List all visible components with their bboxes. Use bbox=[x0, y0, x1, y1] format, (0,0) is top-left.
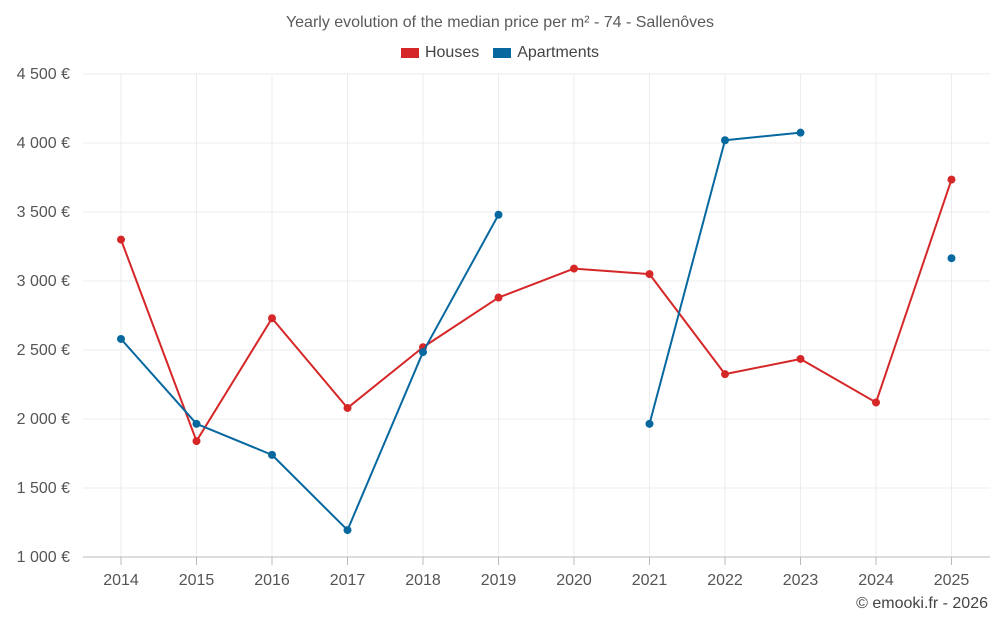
series-line-houses-0 bbox=[120, 179, 953, 443]
data-point-houses-2021[interactable] bbox=[645, 270, 654, 279]
legend-swatch-houses bbox=[400, 48, 419, 58]
x-tick-label-2017: 2017 bbox=[330, 572, 366, 589]
footer-credit: © emooki.fr - 2026 bbox=[856, 595, 988, 612]
data-point-apartments-2018[interactable] bbox=[419, 348, 427, 357]
data-point-apartments-2019[interactable] bbox=[494, 210, 503, 219]
x-tick-label-2021: 2021 bbox=[632, 572, 668, 589]
data-point-apartments-2017[interactable] bbox=[343, 526, 352, 535]
y-tick-label-1500: 1 500 € bbox=[17, 480, 70, 497]
y-tick-label-2500: 2 500 € bbox=[17, 342, 70, 359]
legend-swatch-apartments bbox=[493, 48, 512, 58]
data-point-houses-2023[interactable] bbox=[796, 354, 805, 363]
y-tick-label-3000: 3 000 € bbox=[17, 273, 70, 290]
chart-title: Yearly evolution of the median price per… bbox=[285, 14, 715, 31]
y-tick-label-1000: 1 000 € bbox=[17, 549, 70, 566]
y-tick-label-4000: 4 000 € bbox=[17, 135, 70, 152]
x-tick-label-2020: 2020 bbox=[556, 572, 592, 589]
legend: Houses Apartments bbox=[0, 44, 1000, 62]
y-tick-label-3500: 3 500 € bbox=[17, 204, 70, 221]
legend-label-houses: Houses bbox=[424, 44, 480, 61]
x-tick-label-2014: 2014 bbox=[103, 572, 139, 589]
x-tick-label-2015: 2015 bbox=[179, 572, 215, 589]
data-point-apartments-2016[interactable] bbox=[268, 450, 276, 459]
data-point-houses-2017[interactable] bbox=[343, 403, 352, 412]
data-point-houses-2022[interactable] bbox=[721, 370, 729, 379]
x-tick-label-2018: 2018 bbox=[405, 572, 441, 589]
data-point-houses-2015[interactable] bbox=[192, 437, 201, 446]
data-point-houses-2024[interactable] bbox=[872, 398, 880, 407]
legend-label-apartments: Apartments bbox=[517, 44, 600, 61]
data-point-houses-2025[interactable] bbox=[947, 175, 956, 184]
legend-entry-apartments[interactable]: Apartments bbox=[493, 44, 599, 62]
data-point-houses-2019[interactable] bbox=[494, 293, 503, 302]
data-point-apartments-2023[interactable] bbox=[796, 128, 805, 137]
data-point-houses-2016[interactable] bbox=[268, 314, 276, 323]
data-point-houses-2020[interactable] bbox=[570, 264, 578, 273]
data-point-houses-2014[interactable] bbox=[117, 235, 125, 244]
data-point-apartments-2014[interactable] bbox=[117, 334, 125, 343]
legend-entry-houses[interactable]: Houses bbox=[400, 44, 480, 62]
y-tick-label-4500: 4 500 € bbox=[17, 66, 70, 83]
data-point-apartments-2021[interactable] bbox=[645, 419, 654, 428]
y-tick-label-2000: 2 000 € bbox=[17, 411, 70, 428]
x-tick-label-2019: 2019 bbox=[481, 572, 517, 589]
data-point-apartments-2022[interactable] bbox=[721, 136, 729, 145]
data-point-apartments-2015[interactable] bbox=[192, 419, 201, 428]
x-tick-label-2016: 2016 bbox=[254, 572, 290, 589]
series-line-apartments-0 bbox=[120, 214, 500, 532]
data-point-apartments-2025[interactable] bbox=[947, 254, 956, 263]
x-tick-label-2025: 2025 bbox=[934, 572, 970, 589]
x-tick-label-2022: 2022 bbox=[707, 572, 743, 589]
x-tick-label-2023: 2023 bbox=[783, 572, 819, 589]
x-tick-label-2024: 2024 bbox=[858, 572, 894, 589]
